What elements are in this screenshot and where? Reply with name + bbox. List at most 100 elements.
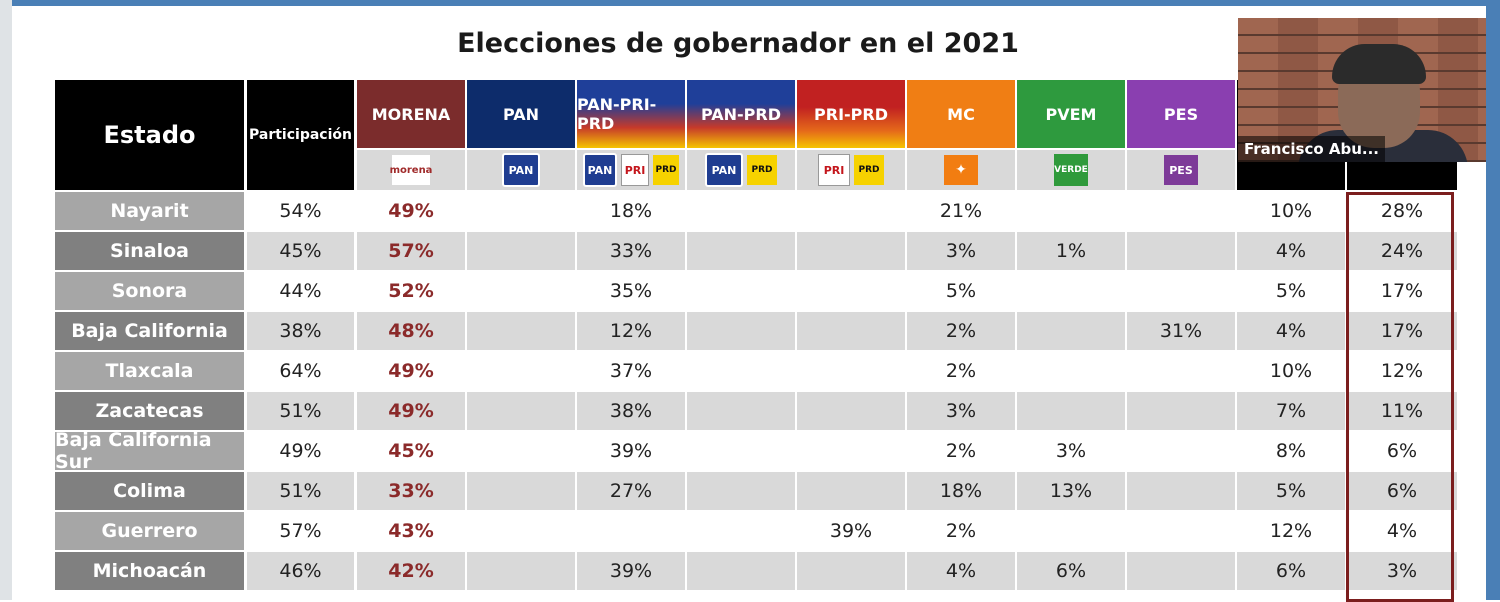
cell-col12: 17%: [1347, 272, 1457, 310]
cell-priprd: [797, 552, 905, 590]
cell-pes: [1127, 272, 1235, 310]
header-estado: Estado: [55, 80, 244, 190]
cell-col11: 8%: [1237, 432, 1345, 470]
cell-panpriprd: 12%: [577, 312, 685, 350]
pes-logo-icon: PES: [1164, 155, 1198, 185]
pri-logo-icon: PRI: [818, 154, 850, 186]
cell-participacion: 49%: [247, 432, 354, 470]
cell-estado: Sonora: [55, 272, 244, 310]
cell-pvem: [1017, 312, 1125, 350]
window-top-border: [0, 0, 1500, 6]
slide-title: Elecciones de gobernador en el 2021: [457, 28, 1019, 59]
cell-pan: [467, 232, 575, 270]
cell-mc: 3%: [907, 232, 1015, 270]
header-party-pan-pri-prd: PAN-PRI-PRD: [577, 80, 685, 148]
cell-participacion: 57%: [247, 512, 354, 550]
cell-col11: 4%: [1237, 312, 1345, 350]
cell-panprd: [687, 232, 795, 270]
cell-col12: 6%: [1347, 432, 1457, 470]
cell-panpriprd: 39%: [577, 552, 685, 590]
cell-col12: 11%: [1347, 392, 1457, 430]
cell-panprd: [687, 352, 795, 390]
cell-pan: [467, 192, 575, 230]
cell-col12: 24%: [1347, 232, 1457, 270]
cell-priprd: [797, 472, 905, 510]
cell-estado: Sinaloa: [55, 232, 244, 270]
cell-pan: [467, 552, 575, 590]
cell-estado: Nayarit: [55, 192, 244, 230]
header-participacion: Participación: [247, 80, 354, 190]
cell-pes: [1127, 472, 1235, 510]
cell-col12: 28%: [1347, 192, 1457, 230]
prd-logo-icon: PRD: [653, 155, 679, 185]
cell-mc: 5%: [907, 272, 1015, 310]
table-row: Tlaxcala 64% 49% 37% 2% 10% 12%: [55, 352, 1457, 390]
prd-logo-icon: PRD: [854, 155, 884, 185]
logo-cell-mc: ✦: [907, 150, 1015, 190]
cell-priprd: [797, 192, 905, 230]
cell-participacion: 64%: [247, 352, 354, 390]
cell-pan: [467, 512, 575, 550]
cell-mc: 2%: [907, 312, 1015, 350]
participant-name: Francisco Abu...: [1238, 136, 1385, 162]
pan-logo-icon: PAN: [705, 153, 743, 187]
logo-cell-pvem: VERDE: [1017, 150, 1125, 190]
cell-panpriprd: 38%: [577, 392, 685, 430]
cell-panpriprd: 35%: [577, 272, 685, 310]
pan-logo-icon: PAN: [502, 153, 540, 187]
cell-panprd: [687, 552, 795, 590]
cell-pvem: 3%: [1017, 432, 1125, 470]
cell-pan: [467, 312, 575, 350]
cell-panpriprd: 37%: [577, 352, 685, 390]
logo-cell-pan: PAN: [467, 150, 575, 190]
cell-panprd: [687, 392, 795, 430]
participant-video-tile[interactable]: Francisco Abu...: [1238, 18, 1486, 162]
logo-cell-pri-prd: PRI PRD: [797, 150, 905, 190]
cell-col11: 6%: [1237, 552, 1345, 590]
cell-col11: 4%: [1237, 232, 1345, 270]
cell-priprd: [797, 272, 905, 310]
cell-pes: 31%: [1127, 312, 1235, 350]
table-row: Guerrero 57% 43% 39% 2% 12% 4%: [55, 512, 1457, 550]
table-row: Colima 51% 33% 27% 18% 13% 5% 6%: [55, 472, 1457, 510]
window-right-border: [1486, 0, 1500, 600]
cell-participacion: 51%: [247, 472, 354, 510]
table-row: Sinaloa 45% 57% 33% 3% 1% 4% 24%: [55, 232, 1457, 270]
table-row: Sonora 44% 52% 35% 5% 5% 17%: [55, 272, 1457, 310]
cell-morena: 49%: [357, 392, 465, 430]
table-row: Baja California 38% 48% 12% 2% 31% 4% 17%: [55, 312, 1457, 350]
cell-participacion: 54%: [247, 192, 354, 230]
cell-panprd: [687, 512, 795, 550]
cell-pes: [1127, 432, 1235, 470]
cell-col11: 12%: [1237, 512, 1345, 550]
cell-col11: 10%: [1237, 192, 1345, 230]
pri-logo-icon: PRI: [621, 154, 649, 186]
cell-estado: Baja California Sur: [55, 429, 244, 473]
logo-cell-pan-prd: PAN PRD: [687, 150, 795, 190]
cell-panpriprd: [577, 512, 685, 550]
cell-pan: [467, 472, 575, 510]
cell-col11: 10%: [1237, 352, 1345, 390]
logo-cell-morena: morena: [357, 150, 465, 190]
cell-priprd: 39%: [797, 512, 905, 550]
cell-morena: 33%: [357, 472, 465, 510]
pan-logo-icon: PAN: [583, 153, 617, 187]
cell-morena: 49%: [357, 352, 465, 390]
cell-mc: 2%: [907, 512, 1015, 550]
cell-estado: Michoacán: [55, 552, 244, 590]
cell-participacion: 51%: [247, 392, 354, 430]
cell-mc: 2%: [907, 352, 1015, 390]
header-party-pes: PES: [1127, 80, 1235, 148]
cell-col12: 17%: [1347, 312, 1457, 350]
cell-participacion: 38%: [247, 312, 354, 350]
header-party-morena: MORENA: [357, 80, 465, 148]
cell-pan: [467, 272, 575, 310]
cell-pan: [467, 392, 575, 430]
morena-logo-icon: morena: [390, 155, 432, 185]
cell-pan: [467, 432, 575, 470]
cell-morena: 45%: [357, 432, 465, 470]
cell-morena: 42%: [357, 552, 465, 590]
header-party-pri-prd: PRI-PRD: [797, 80, 905, 148]
table-row: Michoacán 46% 42% 39% 4% 6% 6% 3%: [55, 552, 1457, 590]
cell-mc: 2%: [907, 432, 1015, 470]
